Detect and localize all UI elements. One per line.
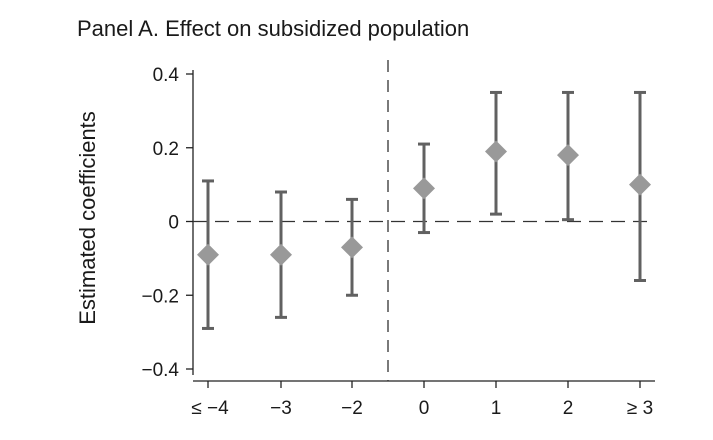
y-tick-label: 0.2: [153, 139, 179, 160]
x-tick-label: 2: [563, 398, 574, 419]
chart-title: Panel A. Effect on subsidized population: [77, 16, 470, 41]
x-tick-label: −2: [341, 398, 363, 419]
point-estimate-marker: [629, 173, 651, 196]
x-tick-label: 1: [491, 398, 502, 419]
point-estimate-marker: [341, 236, 363, 259]
x-tick-label: 0: [419, 398, 430, 419]
point-estimate-marker: [557, 144, 579, 167]
x-tick-label: −3: [270, 398, 292, 419]
x-tick-label: ≥ 3: [627, 398, 653, 419]
axes: 0.4 0.2 0 −0.2 −0.4 ≤ −4 −3 −2 0 1 2 ≥ 3: [141, 65, 655, 419]
point-estimate-marker: [485, 140, 507, 163]
y-tick-label: 0.4: [153, 65, 180, 86]
data-points: [197, 90, 651, 330]
y-tick-label: 0: [168, 213, 179, 234]
point-estimate-marker: [270, 243, 292, 266]
x-tick-label: ≤ −4: [191, 398, 229, 419]
point-estimate-marker: [413, 177, 435, 200]
y-tick-label: −0.4: [141, 360, 179, 381]
y-tick-label: −0.2: [141, 286, 179, 307]
point-estimate-marker: [197, 243, 219, 266]
